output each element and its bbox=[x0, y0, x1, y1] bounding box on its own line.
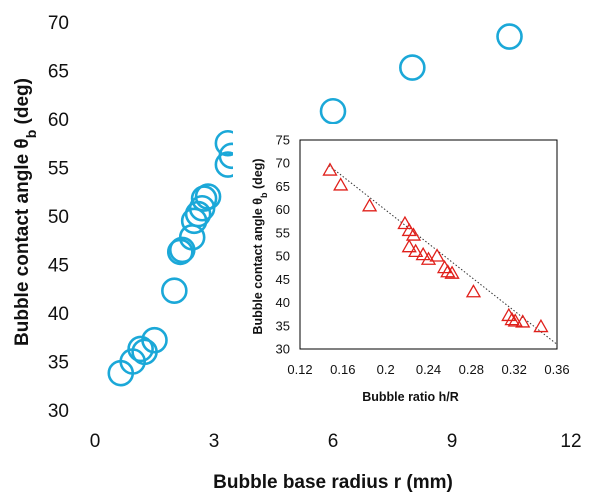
data-point bbox=[496, 23, 523, 50]
y-axis-title: Bubble contact angle θb (deg) bbox=[12, 78, 39, 346]
inset-x-axis-title: Bubble ratio h/R bbox=[362, 390, 459, 404]
inset-data-point bbox=[444, 265, 460, 279]
inset-y-tick-label: 30 bbox=[276, 342, 290, 357]
inset-y-tick-label: 50 bbox=[276, 249, 290, 264]
data-point bbox=[141, 326, 168, 354]
inset-x-tick-label: 0.16 bbox=[330, 362, 355, 377]
y-tick-label: 50 bbox=[48, 207, 69, 228]
inset-x-tick-label: 0.32 bbox=[502, 362, 527, 377]
inset-data-point bbox=[397, 215, 413, 230]
inset-data-point bbox=[501, 307, 517, 322]
inset-data-point bbox=[436, 259, 453, 274]
inset-x-tick-label: 0.36 bbox=[544, 362, 569, 377]
x-tick-label: 12 bbox=[560, 431, 581, 452]
y-tick-label: 55 bbox=[48, 159, 69, 180]
inset-y-tick-label: 40 bbox=[276, 295, 290, 310]
y-tick-label: 60 bbox=[48, 110, 69, 131]
x-tick-label: 0 bbox=[90, 431, 101, 452]
data-point bbox=[399, 54, 426, 81]
inset-data-point bbox=[415, 246, 431, 261]
data-point bbox=[161, 277, 188, 304]
inset-y-tick-label: 60 bbox=[276, 202, 290, 217]
inset-x-tick-label: 0.2 bbox=[377, 362, 395, 377]
inset-y-axis-title: Bubble contact angle θb (deg) bbox=[251, 158, 269, 334]
inset-x-tick-label: 0.28 bbox=[459, 362, 484, 377]
inset-data-point bbox=[429, 248, 445, 262]
inset-x-tick-label: 0.12 bbox=[287, 362, 312, 377]
inset-y-tick-label: 65 bbox=[276, 179, 290, 194]
inset-trendline bbox=[328, 165, 558, 345]
main-chart: 30 35 40 45 50 55 60 65 70 0 3 6 9 12 Bubble base radi… bbox=[12, 13, 582, 493]
inset-data-point bbox=[507, 313, 523, 327]
x-tick-label: 3 bbox=[209, 431, 220, 452]
inset-background bbox=[233, 124, 574, 414]
y-tick-label: 45 bbox=[48, 256, 69, 277]
inset-y-tick-label: 45 bbox=[276, 272, 290, 287]
y-tick-label: 40 bbox=[48, 304, 69, 325]
inset-data-point bbox=[465, 284, 482, 298]
y-tick-label: 70 bbox=[48, 13, 69, 34]
inset-data-point bbox=[361, 198, 378, 212]
y-tick-label: 35 bbox=[48, 353, 69, 374]
inset-y-tick-label: 35 bbox=[276, 318, 290, 333]
inset-y-tick-label: 70 bbox=[276, 156, 290, 171]
data-point bbox=[194, 183, 222, 210]
y-tick-label: 30 bbox=[48, 401, 69, 422]
inset-data-point bbox=[401, 239, 417, 253]
inset-data-point bbox=[322, 162, 338, 176]
inset-plot-frame bbox=[299, 139, 558, 350]
inset-y-tick-label: 55 bbox=[276, 225, 290, 240]
inset-data-point bbox=[333, 177, 349, 191]
x-tick-label: 6 bbox=[328, 431, 339, 452]
inset-data-point bbox=[515, 314, 531, 328]
inset-data-point bbox=[504, 311, 520, 326]
inset-x-tick-label: 0.24 bbox=[416, 362, 441, 377]
inset-data-point bbox=[408, 243, 424, 257]
x-tick-label: 9 bbox=[447, 431, 458, 452]
x-axis-title: Bubble base radius r (mm) bbox=[213, 472, 453, 493]
data-point bbox=[319, 97, 347, 125]
inset-data-point bbox=[533, 318, 549, 333]
inset-y-tick-label: 75 bbox=[276, 133, 290, 148]
data-point bbox=[127, 335, 154, 363]
inset-data-point bbox=[440, 264, 456, 278]
y-tick-label: 65 bbox=[48, 62, 69, 83]
inset-data-point bbox=[405, 227, 422, 241]
inset-chart: 30 35 40 45 50 55 60 65 70 75 0.12 0.16 0.2 0.24 0.28 0… bbox=[233, 124, 574, 414]
